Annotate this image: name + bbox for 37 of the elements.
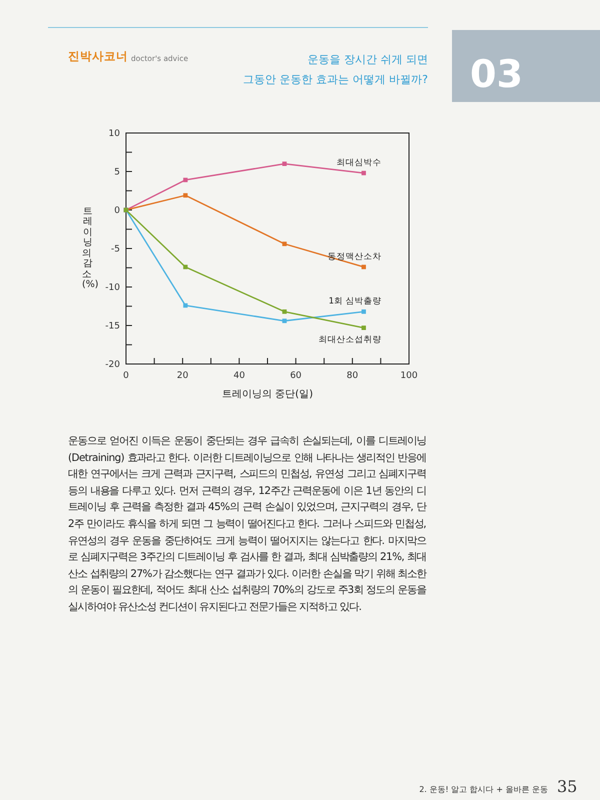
x-tick-label: 20 xyxy=(176,371,189,381)
point xyxy=(282,162,287,166)
point xyxy=(183,303,188,308)
point xyxy=(282,309,287,314)
point xyxy=(282,318,287,324)
y-axis-title: 트레이닝의 감소 (%) xyxy=(82,206,98,290)
y-tick-label: -15 xyxy=(105,322,120,332)
y-tick-label: -20 xyxy=(105,360,120,370)
point xyxy=(282,242,287,246)
point xyxy=(183,178,188,182)
y-tick-label: 10 xyxy=(108,129,120,140)
point xyxy=(362,170,366,176)
x-tick-label: 60 xyxy=(290,371,302,381)
series-label: 최대심박수 xyxy=(336,158,382,168)
x-tick-label: 40 xyxy=(233,371,246,381)
text: 2. 운동! 알고 합시다 + 올바른 운동 xyxy=(419,784,548,795)
point xyxy=(183,193,188,198)
x-tick-label: 100 xyxy=(400,371,418,381)
point xyxy=(183,264,188,270)
y-tick-label: -10 xyxy=(105,283,120,294)
x-tick-label: 0 xyxy=(123,371,130,381)
y-tick-label: 0 xyxy=(114,206,120,216)
point xyxy=(362,309,366,314)
series-label: 동정맥산소차 xyxy=(328,252,382,262)
chart-title: 운동을 장시간 쉬게 되면 그동안 운동한 효과는 어떻게 바뀔까? xyxy=(243,52,428,88)
text: 03 xyxy=(470,52,523,96)
series-label: 최대산소섭취량 xyxy=(318,334,382,345)
text: 진박사코너 xyxy=(68,49,128,64)
point xyxy=(362,264,366,270)
text: 운동으로 얻어진 이득은 운동이 중단되는 경우 급속히 손실되는데, 이를 디트레이닝(Detraining) 효과라고 한다. 이러한 디트레이닝으로 인해 나타나는 생리적인 반응에 대한 연구에서는 크게 근력과 근지구력, 스피드의 민첩성, 유연성 그리고 심폐지구력 등의 내용을 다루고 있다. 먼저 근력의 경우, 12주간 근력운동에 이은 1년 동안의 디트레이닝 후 근력을 측정한 결과 45%의 근력 손실이 있었으며, 근지구력의 경우, 단 2주 만이라도 휴식을 하게 되면 그 능력이 떨어진다고 한다. 그러나 스피드와 민첩성, 유연성의 경우 운동을 중단하여도 크게 능력이 떨어지지는 않는다고 한다. 마지막으로 심폐지구력은 3주간의 디트레이닝 후 검사를 한 결과, 최대 심박출량의 21%, 최대 산소 섭취량의 27%가 감소했다는 연구 결과가 있다. 이러한 손실을 막기 위해 최소한의 운동이 필요한데, 적어도 최대 산소 섭취량의 70%의 강도로 주3회 정도의 운동을 실시하여야 유산소성 컨디션이 유지된다고 전문가들은 지적하고 있다. xyxy=(68,435,426,613)
series-label: 1회 심박출량 xyxy=(328,296,382,307)
x-axis-title: 트레이닝의 중단(일) xyxy=(222,389,314,400)
point xyxy=(362,326,366,330)
text: 35 xyxy=(557,777,578,796)
y-tick-label: 5 xyxy=(114,168,120,178)
x-tick-label: 80 xyxy=(346,371,358,381)
y-tick-label: -5 xyxy=(111,244,120,255)
